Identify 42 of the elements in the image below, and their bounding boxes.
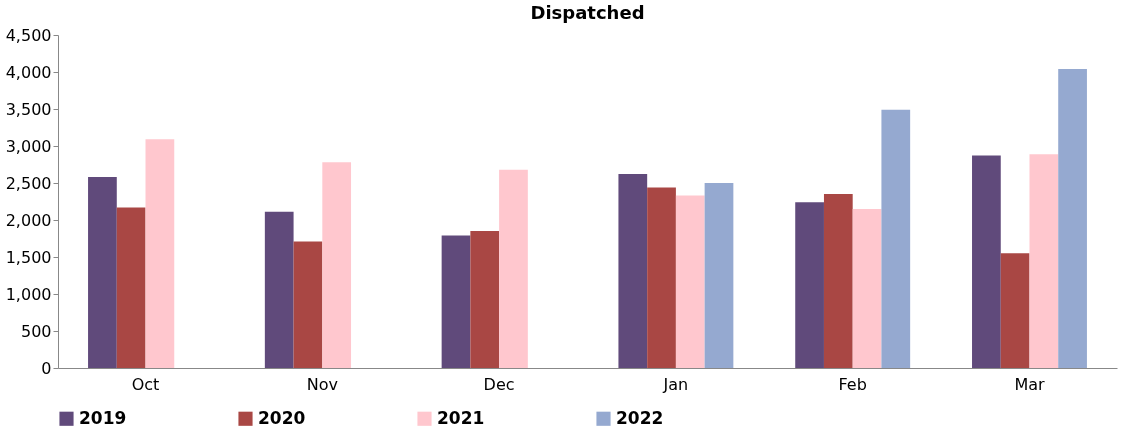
y-tick-label: 4,000 <box>5 62 52 82</box>
bar <box>1029 154 1059 368</box>
legend-label: 2021 <box>437 407 485 428</box>
bar <box>972 155 1001 368</box>
bar <box>618 174 648 368</box>
bar <box>88 177 117 368</box>
bar <box>881 109 911 368</box>
bar <box>823 194 853 368</box>
bar <box>145 139 175 368</box>
y-tick-label: 1,500 <box>5 247 52 267</box>
y-tick-label: 4,500 <box>5 25 52 45</box>
x-tick-label: Oct <box>131 374 160 394</box>
bar <box>499 169 528 368</box>
y-tick-label: 2,500 <box>5 173 52 193</box>
bar <box>470 231 500 368</box>
bar <box>293 241 323 368</box>
y-tick-label: 3,500 <box>5 99 52 119</box>
bar <box>1000 253 1030 368</box>
bar <box>647 187 676 368</box>
legend-label: 2020 <box>258 407 306 428</box>
bar <box>264 211 294 368</box>
y-tick-label: 1,000 <box>5 284 52 304</box>
bar <box>704 183 734 368</box>
y-tick-label: 2,000 <box>5 210 52 230</box>
bar <box>441 235 471 368</box>
bar <box>116 207 146 368</box>
bar <box>852 208 882 368</box>
x-tick-label: Mar <box>1014 374 1045 394</box>
bar <box>322 162 352 368</box>
y-tick-label: 500 <box>20 321 52 341</box>
x-tick-label: Dec <box>483 374 515 394</box>
x-tick-label: Feb <box>838 374 867 394</box>
bar <box>675 195 705 368</box>
y-tick-label: 3,000 <box>5 136 52 156</box>
bar <box>795 202 824 368</box>
legend-label: 2022 <box>616 407 664 428</box>
x-tick-label: Nov <box>306 374 338 394</box>
bar <box>1058 69 1087 368</box>
chart-title: Dispatched <box>530 2 645 23</box>
x-tick-label: Jan <box>662 374 689 394</box>
y-tick-label: 0 <box>41 358 52 378</box>
legend-label: 2019 <box>79 407 127 428</box>
